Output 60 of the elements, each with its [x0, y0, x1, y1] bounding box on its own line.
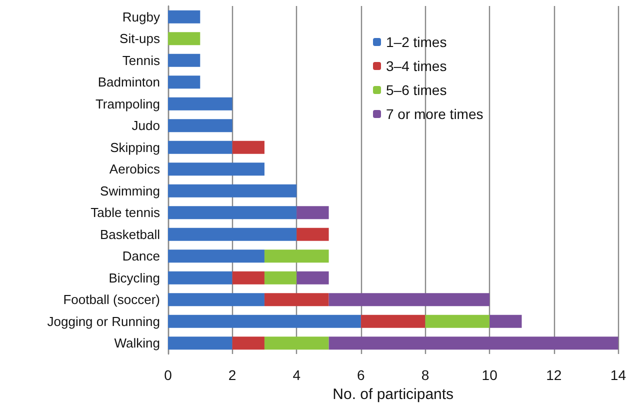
bar [168, 271, 232, 284]
legend-label: 1–2 times [386, 34, 447, 50]
y-tick-label: Trampoling [95, 96, 160, 112]
bar [425, 314, 490, 328]
bar [264, 271, 297, 284]
bar [328, 293, 490, 306]
bar [168, 336, 232, 350]
bar [168, 184, 297, 198]
x-tick-label: 2 [228, 367, 236, 383]
x-tick-label: 10 [482, 367, 498, 383]
x-tick-label: 12 [546, 367, 562, 383]
x-tick-label: 14 [610, 367, 626, 383]
y-tick-label: Sit-ups [120, 31, 160, 46]
x-tick-label: 6 [357, 367, 366, 383]
bar [168, 32, 200, 46]
y-tick-label: Walking [114, 336, 160, 351]
bar [296, 271, 329, 284]
y-tick-label: Badminton [98, 74, 160, 90]
legend-label: 5–6 times [386, 82, 447, 98]
bar [296, 228, 329, 241]
bar [232, 336, 264, 350]
bar [264, 293, 329, 306]
y-tick-label: Judo [132, 118, 160, 134]
bar [168, 314, 361, 328]
bar [168, 97, 232, 110]
bar [232, 140, 264, 154]
y-tick-label: Football (soccer) [63, 292, 160, 308]
x-tick-label: 4 [292, 367, 301, 383]
legend-label: 7 or more times [386, 106, 484, 122]
x-axis-title: No. of participants [332, 386, 454, 403]
y-tick-label: Bicycling [108, 270, 160, 286]
bar [360, 314, 426, 328]
y-tick-label: Aerobics [109, 162, 160, 177]
y-tick-label: Skipping [110, 140, 160, 155]
bar [168, 228, 297, 241]
bar [168, 162, 264, 176]
bar [328, 336, 618, 350]
bar [232, 271, 264, 284]
x-tick-label: 8 [421, 367, 430, 383]
bar [168, 250, 264, 263]
bar [264, 250, 329, 263]
y-tick-label: Rugby [122, 9, 160, 24]
y-tick-label: Dance [122, 248, 160, 264]
bar [490, 314, 522, 328]
y-tick-label: Basketball [100, 226, 160, 242]
bar [168, 293, 264, 306]
legend-label: 3–4 times [386, 58, 447, 74]
bar [296, 206, 329, 220]
bar [264, 336, 329, 350]
bar [168, 206, 297, 220]
bar [168, 76, 200, 89]
x-tick-label: 0 [164, 367, 172, 383]
y-tick-label: Table tennis [90, 205, 160, 220]
bar [168, 119, 232, 132]
y-tick-label: Tennis [122, 52, 160, 68]
y-tick-label: Swimming [100, 183, 160, 198]
bar [168, 54, 200, 67]
y-tick-label: Jogging or Running [47, 314, 160, 329]
bar [168, 140, 232, 154]
bar [168, 10, 200, 24]
